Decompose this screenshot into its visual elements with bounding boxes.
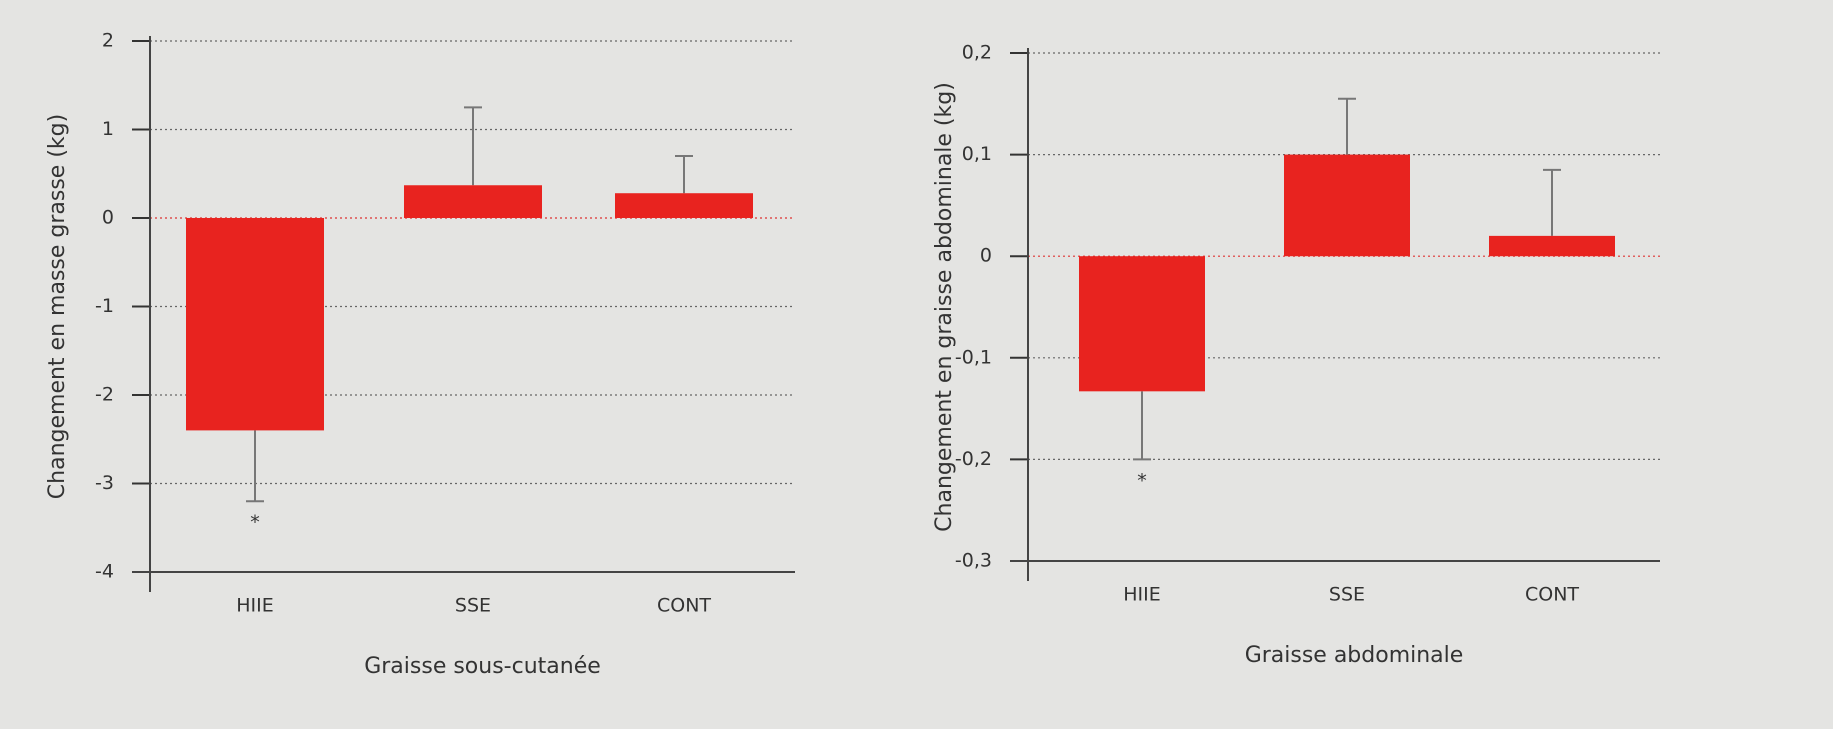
- y-tick-label: -4: [95, 561, 114, 583]
- y-tick-label: -1: [95, 295, 114, 317]
- bar: [1079, 256, 1205, 392]
- y-tick-label: 0: [102, 207, 114, 229]
- x-tick-label: CONT: [1525, 584, 1579, 606]
- significance-mark: *: [250, 512, 260, 534]
- chart-title: Graisse sous-cutanée: [364, 654, 601, 679]
- y-tick-label: 0: [980, 245, 992, 267]
- x-tick-label: HIIE: [236, 595, 274, 617]
- y-tick-label: 1: [102, 118, 114, 140]
- y-tick-label: -0,2: [955, 448, 992, 470]
- y-tick-label: 0,2: [962, 42, 992, 64]
- chart-title: Graisse abdominale: [1245, 643, 1464, 668]
- y-tick-label: 0,1: [962, 143, 992, 165]
- y-tick-label: -2: [95, 384, 114, 406]
- bar: [1489, 235, 1615, 257]
- x-tick-label: SSE: [455, 595, 491, 617]
- y-tick-label: -0,3: [955, 550, 992, 572]
- bar: [615, 193, 753, 218]
- significance-mark: *: [1137, 470, 1147, 492]
- y-tick-label: -3: [95, 472, 114, 494]
- bar: [186, 218, 324, 431]
- bar: [1284, 154, 1410, 257]
- y-axis-label: Changement en masse grasse (kg): [45, 114, 70, 499]
- y-tick-label: 2: [102, 30, 114, 52]
- x-tick-label: HIIE: [1123, 584, 1161, 606]
- y-axis-label: Changement en graisse abdominale (kg): [932, 82, 957, 532]
- x-tick-label: SSE: [1329, 584, 1365, 606]
- y-tick-label: -0,1: [955, 346, 992, 368]
- x-tick-label: CONT: [657, 595, 711, 617]
- bar: [404, 185, 542, 218]
